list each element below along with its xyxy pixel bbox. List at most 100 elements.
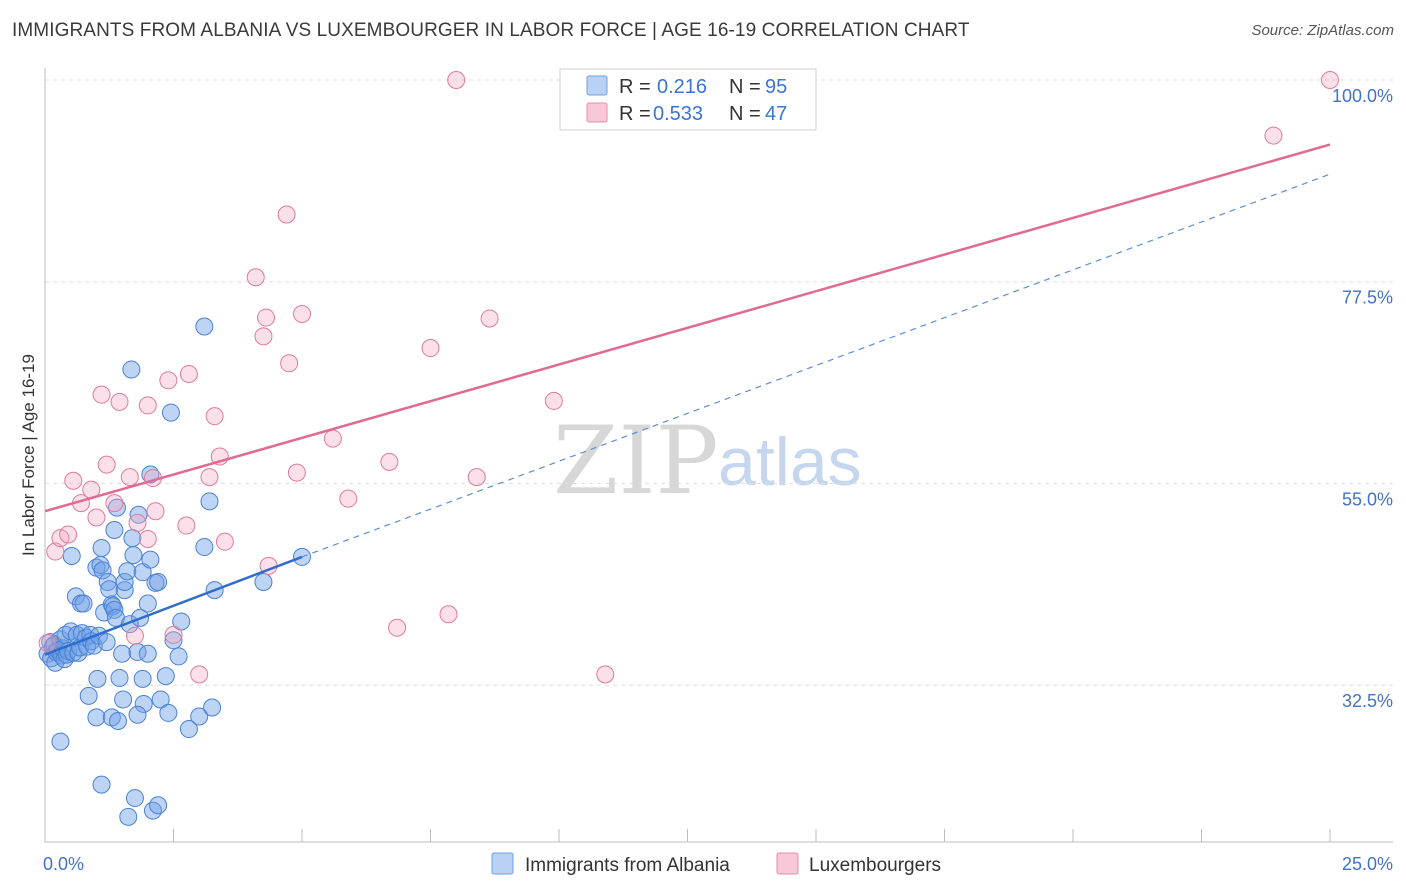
albania-point-72 [141,550,160,569]
watermark-zip: ZIP [553,407,719,516]
albania-point-77 [151,690,170,709]
luxembourgers-point-24 [200,468,219,487]
y-axis-label: In Labor Force | Age 16-19 [19,354,38,556]
luxembourgers-point-36 [323,429,342,448]
luxembourgers-point-45 [544,391,563,410]
albania-point-51 [110,668,129,687]
albania-point-24 [74,594,93,613]
y-tick-label-3: 100.0% [1332,86,1393,106]
legend-r-label-albania: R = [619,76,651,98]
chart-title: IMMIGRANTS FROM ALBANIA VS LUXEMBOURGER … [12,20,970,41]
luxembourgers-point-11 [110,392,129,411]
albania-point-73 [143,801,162,820]
luxembourgers-point-1 [46,542,65,561]
luxembourgers-point-0 [38,633,57,652]
luxembourgers-point-35 [293,304,311,323]
bottom-legend-label-luxembourgers: Luxembourgers [809,855,941,876]
albania-point-83 [172,612,191,631]
luxembourgers-point-20 [164,625,183,644]
luxembourgers-point-7 [87,508,106,527]
luxembourgers-point-39 [388,618,407,637]
luxembourgers-point-27 [215,532,234,551]
luxembourgers-point-3 [59,525,78,544]
bottom-legend-label-albania: Immigrants from Albania [525,855,730,876]
luxembourgers-point-12 [120,468,139,487]
albania-point-62 [125,789,144,808]
luxembourgers-point-44 [480,309,499,328]
luxembourgers-trend-line [44,143,1331,513]
albania-point-53 [114,690,133,709]
bottom-legend-swatch-albania [491,852,514,875]
luxembourgers-point-33 [280,354,299,373]
albania-point-80 [161,403,180,422]
gridlines [45,79,1393,686]
luxembourgers-point-47 [1264,126,1283,145]
legend-n-label-albania: N = [729,76,761,98]
x-tick-label-0: 0.0% [43,854,84,874]
luxembourgers-point-10 [105,494,124,513]
albania-point-94 [195,538,214,557]
albania-point-55 [115,573,134,592]
albania-point-70 [138,644,157,663]
luxembourgers-point-32 [277,205,296,224]
albania-point-40 [97,633,116,652]
albania-point-42 [100,580,119,599]
luxembourgers-point-43 [467,468,486,487]
luxembourgers-point-8 [92,385,111,404]
luxembourgers-point-34 [287,463,306,482]
luxembourgers-point-30 [257,308,276,327]
albania-point-84 [179,720,198,739]
albania-point-57 [119,807,138,826]
albania-point-56 [118,562,137,581]
trend-lines [44,143,1331,656]
albania-point-50 [108,711,127,730]
y-tick-label-1: 55.0% [1342,489,1393,509]
albania-point-59 [122,360,141,379]
x-axis-tick-labels: 0.0% 25.0% [43,854,1393,874]
albania-point-66 [133,669,152,688]
albania-point-52 [113,644,132,663]
luxembourgers-point-23 [190,665,209,684]
albania-point-88 [203,698,222,717]
albania-point-27 [79,686,98,705]
albania-point-69 [138,594,157,613]
legend-r-label-luxembourgers: R = [619,103,651,125]
albania-point-82 [169,647,188,666]
bottom-legend-swatch-luxembourgers [776,852,799,875]
albania-point-31 [87,708,106,727]
luxembourgers-point-28 [246,268,265,287]
albania-point-33 [88,669,107,688]
albania-point-90 [254,573,273,592]
stats-legend: R = 0.216 N = 95 R = 0.533 N = 47 [559,68,817,131]
luxembourgers-point-18 [146,502,165,521]
albania-point-86 [195,317,214,336]
albania-trend-line [44,555,303,656]
albania-point-60 [123,529,142,548]
luxembourgers-point-25 [205,407,224,426]
albania-point-92 [51,732,70,751]
y-tick-label-0: 32.5% [1342,691,1393,711]
legend-r-value-luxembourgers: 0.533 [653,103,703,125]
albania-point-93 [128,705,147,724]
legend-r-value-albania: 0.216 [657,76,707,98]
legend-n-value-albania: 95 [765,76,787,98]
luxembourgers-point-19 [159,371,178,390]
albania-point-37 [92,538,111,557]
albania-point-76 [149,573,168,592]
luxembourgers-point-9 [97,455,116,474]
legend-n-label-luxembourgers: N = [729,103,761,125]
data-points [38,71,1339,826]
luxembourgers-point-38 [380,452,399,471]
luxembourgers-point-48 [1321,71,1339,89]
luxembourgers-point-4 [64,471,83,490]
watermark-atlas: atlas [718,424,862,500]
albania-point-85 [190,707,209,726]
albania-point-16 [62,547,81,566]
luxembourgers-point-29 [254,327,273,346]
x-axis-ticks [44,829,1331,842]
source-label: Source: ZipAtlas.com [1251,22,1394,39]
luxembourgers-point-41 [439,605,458,624]
y-axis-tick-labels: 32.5% 55.0% 77.5% 100.0% [1332,86,1393,711]
luxembourgers-point-40 [421,339,440,358]
